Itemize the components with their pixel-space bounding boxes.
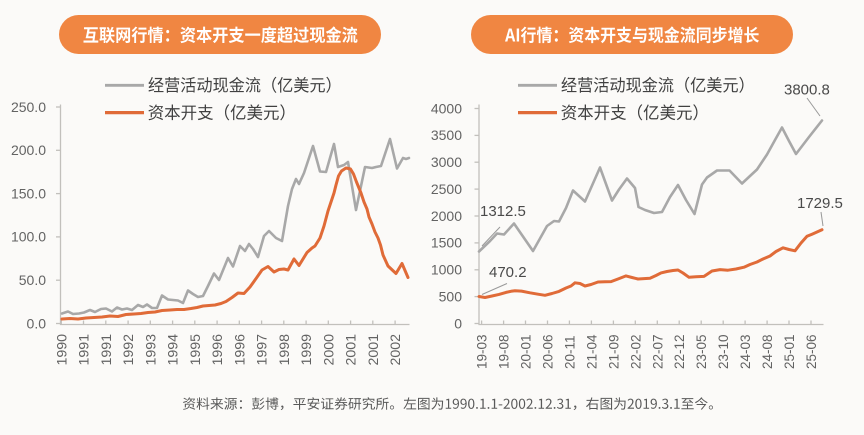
svg-text:2000: 2000 bbox=[431, 208, 462, 224]
svg-text:0.0: 0.0 bbox=[27, 315, 47, 331]
svg-text:19-03: 19-03 bbox=[475, 334, 490, 369]
svg-text:1995: 1995 bbox=[188, 334, 204, 366]
svg-text:1992: 1992 bbox=[121, 334, 137, 366]
svg-text:20-01: 20-01 bbox=[519, 334, 534, 369]
svg-text:2001: 2001 bbox=[366, 334, 382, 366]
svg-text:2500: 2500 bbox=[431, 181, 462, 197]
svg-text:3500: 3500 bbox=[431, 127, 462, 143]
svg-text:19-08: 19-08 bbox=[497, 334, 512, 369]
svg-text:1500: 1500 bbox=[431, 235, 462, 251]
svg-text:3800.8: 3800.8 bbox=[784, 82, 830, 99]
svg-text:150.0: 150.0 bbox=[11, 185, 46, 201]
svg-text:21-04: 21-04 bbox=[584, 334, 599, 369]
svg-text:470.2: 470.2 bbox=[489, 264, 527, 281]
svg-text:500: 500 bbox=[439, 288, 463, 304]
svg-text:1996: 1996 bbox=[232, 334, 248, 366]
svg-text:1999: 1999 bbox=[299, 334, 315, 366]
svg-text:3000: 3000 bbox=[431, 154, 462, 170]
svg-text:2000: 2000 bbox=[321, 334, 337, 366]
svg-text:200.0: 200.0 bbox=[11, 142, 46, 158]
svg-text:1990: 1990 bbox=[54, 334, 70, 366]
svg-text:1312.5: 1312.5 bbox=[480, 203, 526, 220]
svg-text:1991: 1991 bbox=[77, 334, 93, 366]
svg-text:1997: 1997 bbox=[255, 334, 271, 366]
svg-text:1996: 1996 bbox=[210, 334, 226, 366]
svg-text:22-07: 22-07 bbox=[650, 334, 665, 369]
svg-text:50.0: 50.0 bbox=[19, 272, 46, 288]
svg-text:1729.5: 1729.5 bbox=[797, 195, 843, 212]
svg-text:24-08: 24-08 bbox=[760, 334, 775, 369]
svg-text:24-03: 24-03 bbox=[738, 334, 753, 369]
svg-text:25-01: 25-01 bbox=[782, 334, 797, 369]
svg-text:1998: 1998 bbox=[277, 334, 293, 366]
svg-text:23-05: 23-05 bbox=[694, 334, 709, 369]
svg-text:25-06: 25-06 bbox=[804, 334, 819, 369]
svg-text:22-12: 22-12 bbox=[672, 334, 687, 369]
svg-text:1993: 1993 bbox=[143, 334, 159, 366]
svg-text:100.0: 100.0 bbox=[11, 229, 46, 245]
svg-text:2001: 2001 bbox=[344, 334, 360, 366]
svg-text:0: 0 bbox=[454, 315, 462, 331]
svg-text:1991: 1991 bbox=[99, 334, 115, 366]
svg-text:20-11: 20-11 bbox=[562, 335, 577, 369]
svg-text:22-02: 22-02 bbox=[628, 334, 643, 369]
svg-text:4000: 4000 bbox=[431, 100, 462, 116]
svg-text:2002: 2002 bbox=[388, 334, 404, 366]
svg-text:21-09: 21-09 bbox=[606, 334, 621, 369]
svg-text:1994: 1994 bbox=[166, 334, 182, 366]
svg-text:1000: 1000 bbox=[431, 262, 462, 278]
svg-text:23-10: 23-10 bbox=[716, 334, 731, 369]
svg-text:20-06: 20-06 bbox=[541, 334, 556, 369]
svg-text:250.0: 250.0 bbox=[11, 99, 46, 115]
